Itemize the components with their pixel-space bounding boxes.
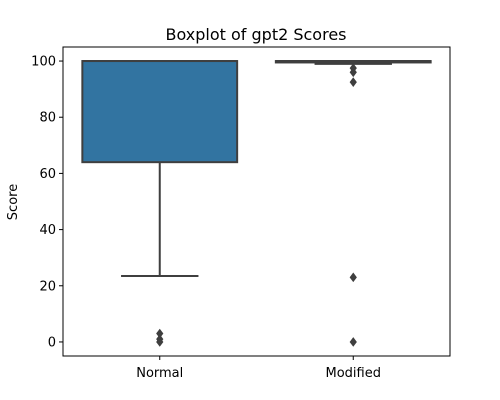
y-axis: 0 20 40 60 80 100 [31,55,63,350]
outlier-point [349,337,357,347]
y-axis-title: Score [6,184,21,220]
x-tick-label: Modified [326,366,381,381]
outlier-point [349,77,357,87]
x-axis: Normal Modified [136,356,381,381]
y-tick-label: 80 [39,111,56,126]
x-tick-label: Normal [136,366,183,381]
axes-frame [62,46,451,357]
y-tick-label: 20 [39,279,56,294]
outlier-point [349,272,357,283]
chart-title: Boxplot of gpt2 Scores [166,25,347,44]
box-normal [81,60,239,164]
y-tick-label: 0 [48,335,56,350]
y-tick-label: 100 [31,55,56,70]
y-tick-label: 60 [39,167,56,182]
y-tick-label: 40 [39,223,56,238]
plot-area [81,60,432,347]
outlier-point [156,337,164,347]
outlier-point [349,67,357,78]
